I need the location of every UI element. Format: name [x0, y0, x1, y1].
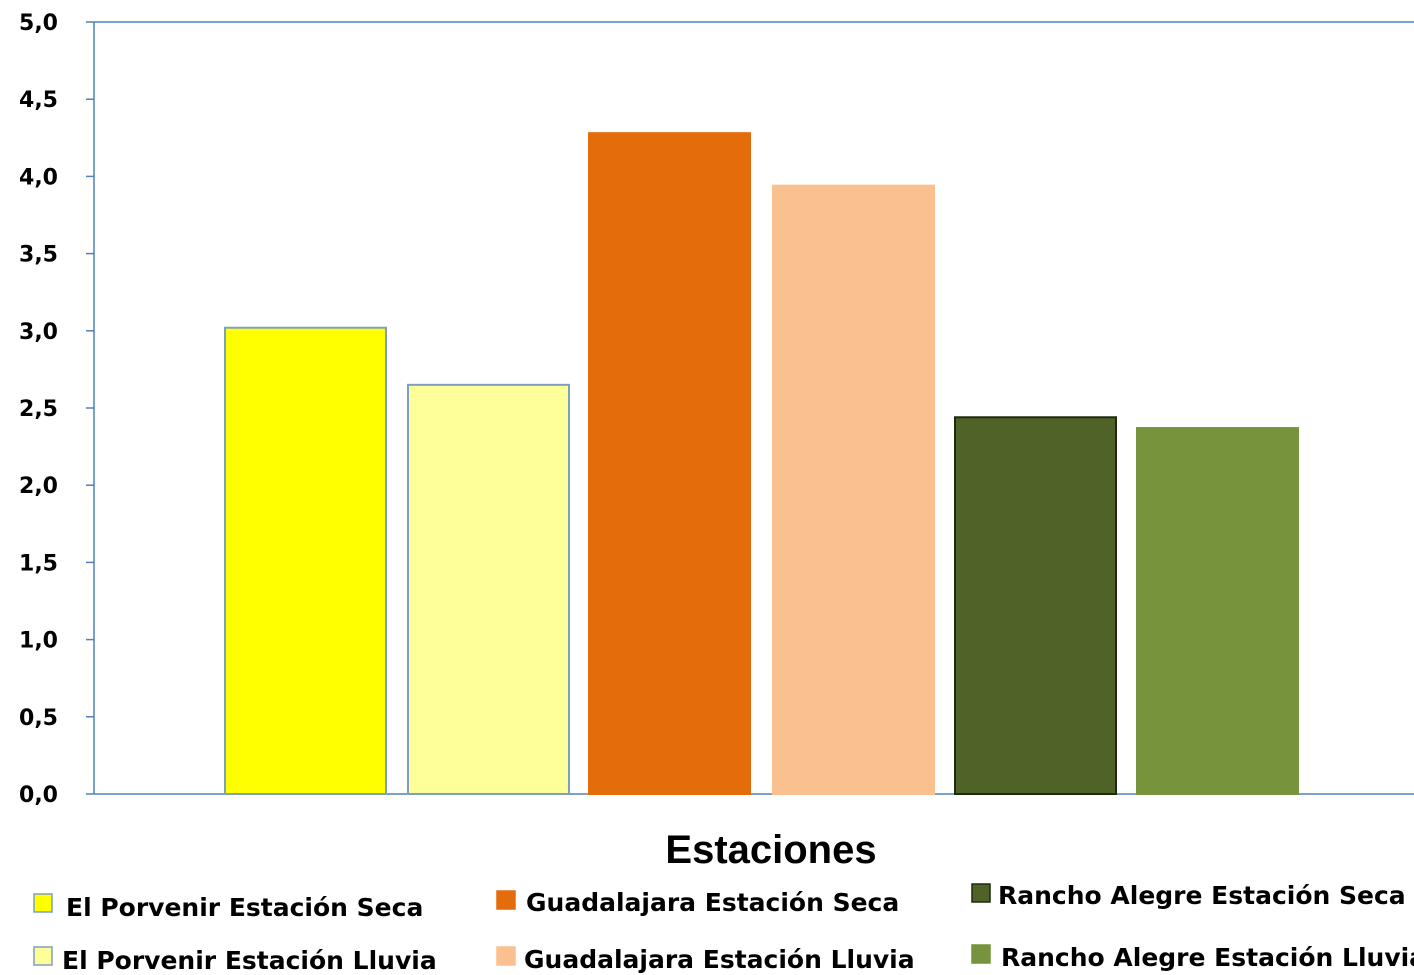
y-tick-label: 2,0: [19, 474, 58, 499]
bar-2: [407, 383, 570, 795]
bar-3: [588, 132, 751, 795]
legend-label-2: El Porvenir Estación Lluvia: [62, 946, 437, 975]
y-tick-label: 0,5: [19, 706, 58, 731]
legend-label-5: Rancho Alegre Estación Seca: [998, 881, 1406, 910]
legend-swatch-5: [971, 883, 991, 903]
legend-label-6: Rancho Alegre Estación Lluvia: [1001, 943, 1414, 972]
y-axis-ticks: 0,0 0,5 1,0 1,5 2,0 2,5 3,0 3,5 4,0 4,5 5,0: [19, 11, 94, 808]
bar-6: [1136, 427, 1299, 795]
y-tick-label: 4,5: [19, 88, 58, 113]
legend-swatch-6: [971, 944, 991, 964]
y-tick-label: 3,0: [19, 320, 58, 345]
y-tick-label: 2,5: [19, 397, 58, 422]
x-axis-title: Estaciones: [665, 828, 876, 872]
y-tick-label: 1,0: [19, 629, 58, 654]
y-tick-label: 3,5: [19, 243, 58, 268]
bar-1: [224, 326, 387, 795]
legend-swatch-2: [33, 946, 53, 966]
legend-swatch-4: [496, 946, 516, 966]
legend: El Porvenir Estación Seca El Porvenir Est…: [33, 881, 1414, 975]
legend-label-4: Guadalajara Estación Lluvia: [524, 945, 915, 974]
bar-5: [954, 416, 1117, 795]
legend-swatch-3: [496, 890, 516, 910]
bars: [224, 132, 1299, 795]
legend-swatch-1: [33, 893, 53, 913]
legend-label-1: El Porvenir Estación Seca: [66, 893, 423, 922]
y-tick-label: 5,0: [19, 11, 58, 36]
y-tick-label: 4,0: [19, 165, 58, 190]
bar-4: [772, 184, 935, 795]
y-tick-label: 0,0: [19, 783, 58, 808]
y-tick-label: 1,5: [19, 551, 58, 576]
legend-label-3: Guadalajara Estación Seca: [526, 888, 899, 917]
